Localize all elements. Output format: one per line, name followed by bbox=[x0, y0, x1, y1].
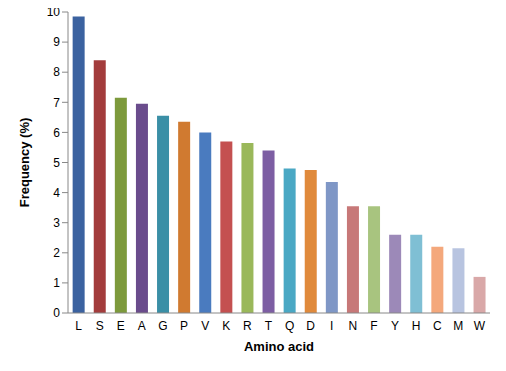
svg-text:6: 6 bbox=[53, 126, 60, 140]
svg-text:L: L bbox=[75, 319, 82, 333]
svg-text:S: S bbox=[96, 319, 104, 333]
svg-text:8: 8 bbox=[53, 65, 60, 79]
svg-text:Q: Q bbox=[285, 319, 294, 333]
svg-text:Amino acid: Amino acid bbox=[244, 339, 314, 354]
svg-text:H: H bbox=[412, 319, 421, 333]
svg-text:F: F bbox=[370, 319, 377, 333]
svg-text:R: R bbox=[243, 319, 252, 333]
svg-text:T: T bbox=[265, 319, 273, 333]
svg-text:V: V bbox=[201, 319, 209, 333]
svg-text:0: 0 bbox=[53, 306, 60, 320]
svg-text:4: 4 bbox=[53, 186, 60, 200]
svg-text:A: A bbox=[138, 319, 146, 333]
svg-text:K: K bbox=[222, 319, 230, 333]
svg-text:P: P bbox=[180, 319, 188, 333]
svg-text:I: I bbox=[330, 319, 333, 333]
svg-text:7: 7 bbox=[53, 96, 60, 110]
svg-text:W: W bbox=[474, 319, 486, 333]
svg-text:3: 3 bbox=[53, 216, 60, 230]
svg-text:M: M bbox=[453, 319, 463, 333]
svg-text:N: N bbox=[349, 319, 358, 333]
svg-text:1: 1 bbox=[53, 276, 60, 290]
svg-text:C: C bbox=[433, 319, 442, 333]
svg-text:G: G bbox=[158, 319, 167, 333]
svg-text:Frequency (%): Frequency (%) bbox=[17, 118, 32, 208]
svg-text:D: D bbox=[306, 319, 315, 333]
svg-text:9: 9 bbox=[53, 35, 60, 49]
svg-text:10: 10 bbox=[47, 8, 61, 19]
svg-text:5: 5 bbox=[53, 156, 60, 170]
svg-text:2: 2 bbox=[53, 246, 60, 260]
svg-text:Y: Y bbox=[391, 319, 399, 333]
svg-text:E: E bbox=[117, 319, 125, 333]
